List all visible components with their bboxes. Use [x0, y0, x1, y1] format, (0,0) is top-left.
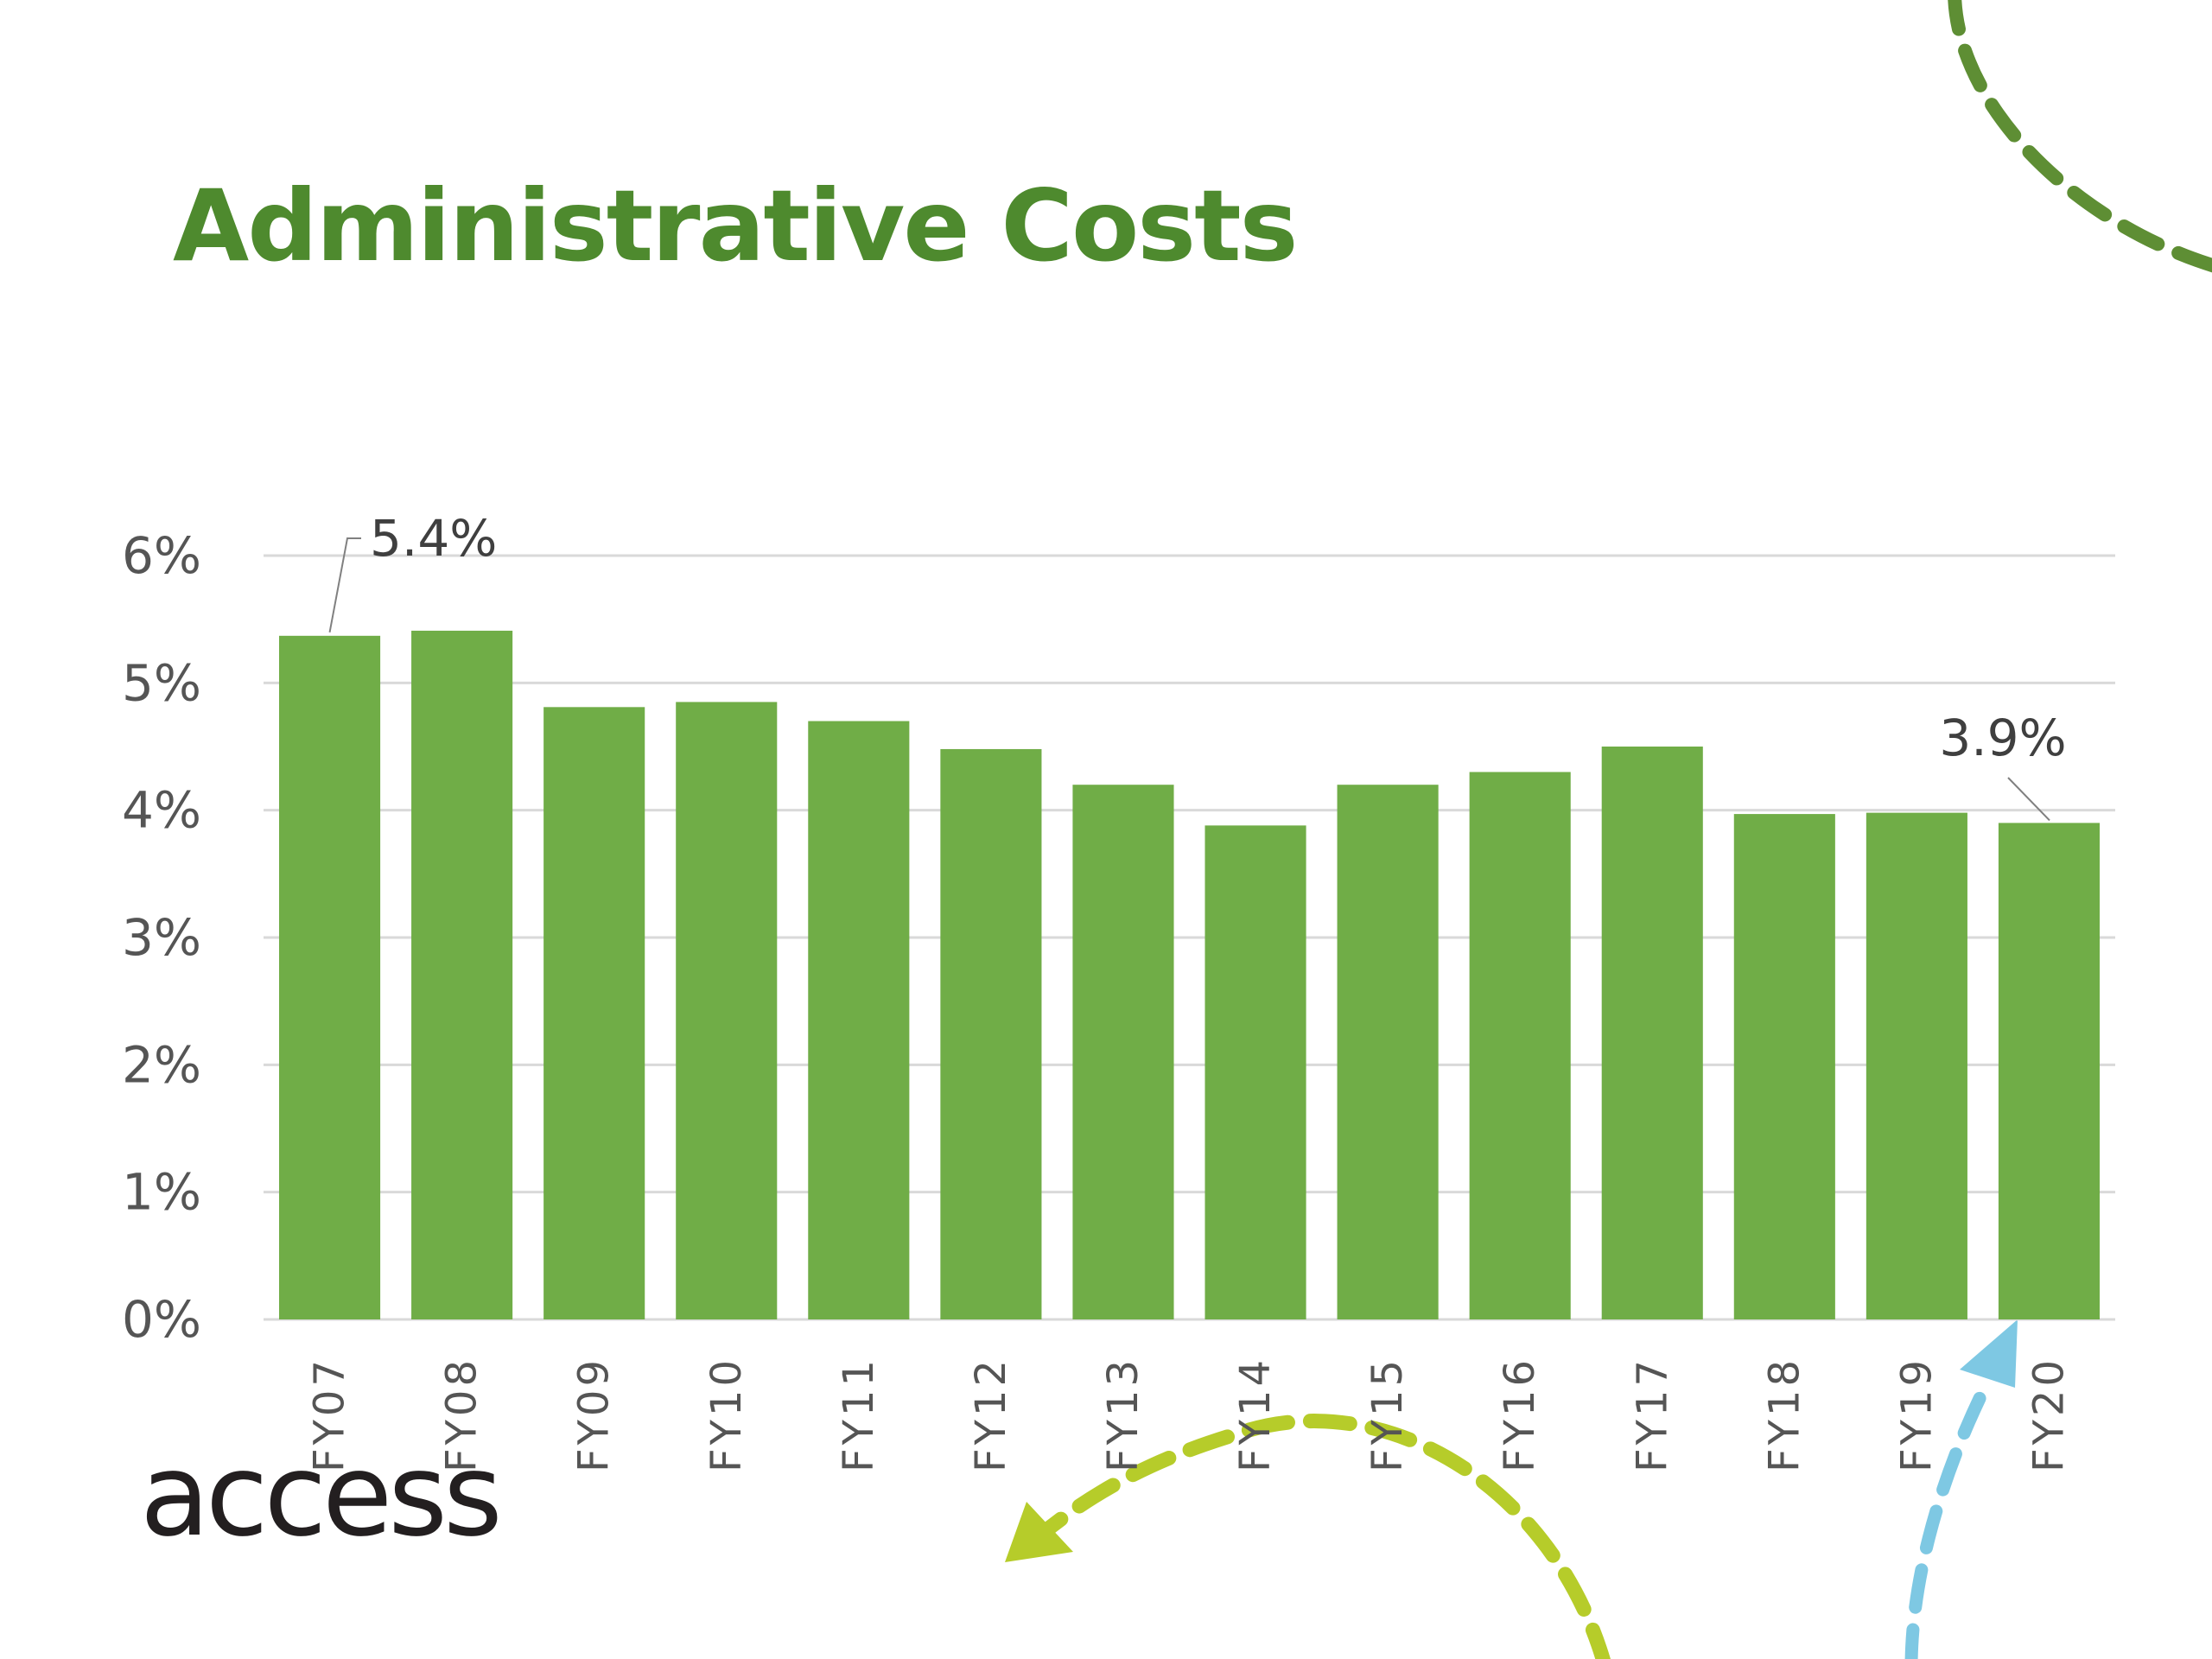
- y-tick-label: 6%: [122, 526, 201, 585]
- arrowhead-lime: [1005, 1502, 1073, 1562]
- x-tick-label: FY19: [1892, 1357, 1941, 1472]
- bar-fy15: [1337, 785, 1439, 1319]
- x-tick-label: FY12: [967, 1357, 1015, 1472]
- x-tick-label: FY11: [835, 1357, 883, 1472]
- x-tick-label: FY15: [1363, 1357, 1412, 1472]
- bars: [278, 630, 2101, 1319]
- decorative-curve-green: [1948, 0, 2212, 273]
- x-tick-label: FY07: [306, 1357, 354, 1472]
- y-tick-label: 0%: [122, 1290, 201, 1349]
- data-label: 5.4%: [370, 509, 497, 568]
- x-tick-label: FY20: [2024, 1357, 2073, 1472]
- x-tick-label: FY09: [570, 1357, 619, 1472]
- bar-fy12: [940, 748, 1042, 1319]
- slide-title: Administrative Costs: [173, 168, 1299, 283]
- bar-fy18: [1733, 814, 1835, 1319]
- x-tick-label: FY14: [1231, 1357, 1280, 1472]
- x-tick-label: FY18: [1760, 1357, 1808, 1472]
- bar-fy17: [1601, 747, 1703, 1319]
- decorative-curve-lime: [1029, 1414, 1611, 1659]
- y-tick-label: 2%: [122, 1035, 201, 1094]
- bar-fy13: [1072, 785, 1174, 1319]
- leader-line: [328, 537, 361, 633]
- bar-fy08: [411, 630, 513, 1319]
- bar-fy14: [1205, 825, 1306, 1319]
- x-tick-label: FY08: [438, 1357, 486, 1472]
- bar-fy16: [1469, 772, 1571, 1319]
- access-logo: access: [140, 1429, 503, 1562]
- y-tick-label: 4%: [122, 781, 201, 840]
- leader-line: [2007, 777, 2050, 822]
- y-tick-label: 3%: [122, 908, 201, 967]
- bar-fy19: [1866, 812, 1967, 1319]
- bar-fy11: [808, 721, 910, 1319]
- y-tick-label: 5%: [122, 653, 201, 712]
- arrowhead-blue: [1960, 1319, 2018, 1388]
- bar-fy10: [676, 702, 778, 1319]
- x-tick-label: FY17: [1628, 1357, 1676, 1472]
- bar-fy09: [543, 707, 645, 1319]
- x-tick-label: FY10: [702, 1357, 751, 1472]
- decorative-arrows: [1005, 0, 2212, 1659]
- y-tick-label: 1%: [122, 1163, 201, 1222]
- bar-fy07: [278, 635, 381, 1319]
- data-label: 3.9%: [1939, 709, 2066, 767]
- labels: 0% 1% 2% 3% 4% 5% 6% FY07 FY08 FY09 FY10 FY11 FY12 FY…: [122, 509, 2073, 1472]
- x-tick-label: FY13: [1099, 1357, 1147, 1472]
- x-tick-label: FY16: [1496, 1357, 1544, 1472]
- decorative-curve-blue: [1904, 1376, 1994, 1659]
- bar-fy20: [1998, 823, 2101, 1319]
- gridlines: [264, 554, 2115, 1321]
